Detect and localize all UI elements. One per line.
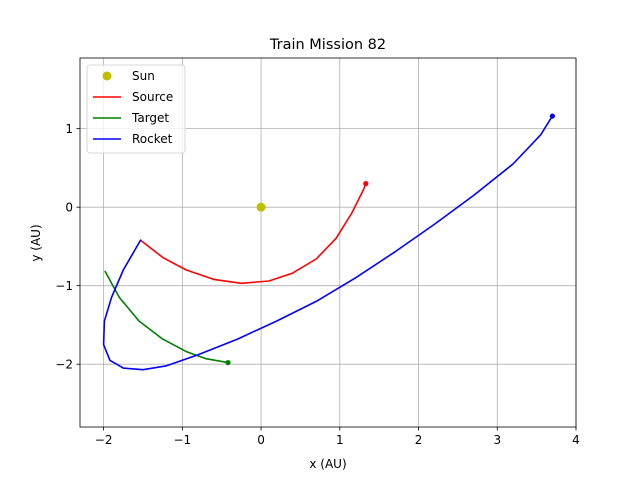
source-trajectory-line: [140, 182, 367, 285]
legend-sun-label: Sun: [132, 69, 155, 83]
x-tick-label: 1: [336, 433, 344, 447]
x-tick-label: 2: [415, 433, 423, 447]
x-tick-label: 3: [493, 433, 501, 447]
rocket-trajectory-line: [102, 115, 554, 371]
x-tick-label: −2: [95, 433, 113, 447]
y-tick-label: 0: [65, 201, 73, 215]
axis-ticks: −2 −1 0 1 2 3 4 −2 −1 0 1: [55, 122, 580, 447]
grid-lines: [80, 58, 577, 427]
legend-source-label: Source: [132, 90, 173, 104]
rocket-endpoint-marker: [549, 113, 555, 119]
legend-target-label: Target: [131, 111, 169, 125]
target-trajectory-line: [104, 270, 229, 364]
series-lines: [102, 115, 554, 371]
y-tick-label: −1: [55, 279, 73, 293]
y-tick-label: 1: [65, 122, 73, 136]
x-tick-label: −1: [173, 433, 191, 447]
x-tick-label: 0: [257, 433, 265, 447]
y-tick-label: −2: [55, 358, 73, 372]
plot-frame: [79, 57, 577, 428]
target-endpoint-marker: [225, 360, 231, 366]
legend-rocket-label: Rocket: [132, 132, 173, 146]
x-axis-label: x (AU): [309, 457, 346, 471]
chart-title: Train Mission 82: [269, 37, 386, 53]
y-axis-label: y (AU): [29, 224, 43, 261]
legend-box: [86, 64, 186, 154]
point-markers: [225, 113, 555, 366]
x-tick-label: 4: [572, 433, 580, 447]
legend-sun-marker: [102, 71, 112, 81]
legend: Sun Source Target Rocket: [86, 64, 186, 154]
sun-marker: [256, 202, 266, 212]
source-endpoint-marker: [363, 181, 369, 187]
